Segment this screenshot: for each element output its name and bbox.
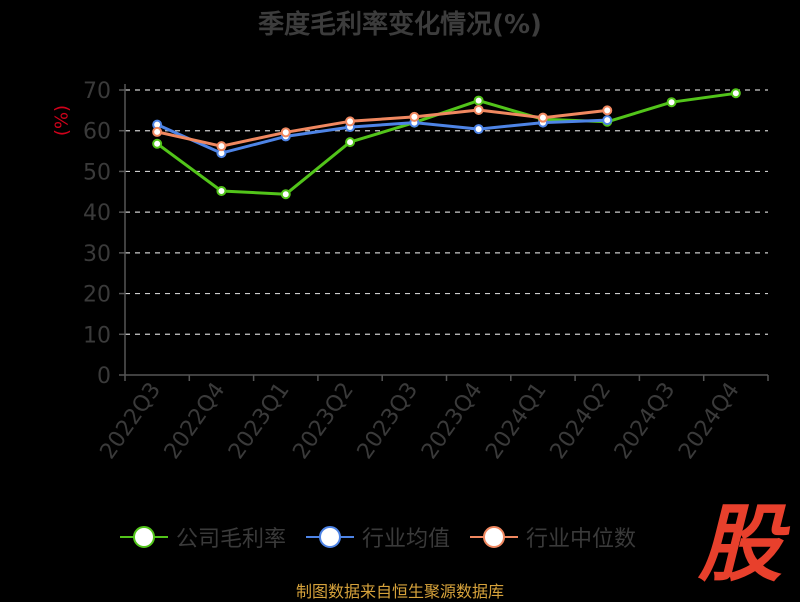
y-tick-label-70: 70	[83, 79, 111, 104]
legend-label-industry-median: 行业中位数	[526, 527, 637, 552]
point-industry_median-2023Q3[interactable]	[409, 111, 420, 122]
gridlines	[125, 89, 768, 335]
legend: 公司毛利率 行业均值 行业中位数	[120, 519, 636, 555]
x-tick-label-2024Q1: 2024Q1	[481, 378, 552, 464]
point-company-2024Q4[interactable]	[730, 88, 741, 99]
legend-label-industry-avg: 行业均值	[362, 527, 451, 552]
x-tick-label-2024Q3: 2024Q3	[610, 378, 681, 464]
point-industry_median-2024Q1[interactable]	[537, 112, 548, 123]
y-tick-label-20: 20	[83, 283, 111, 308]
point-company-2023Q2[interactable]	[345, 137, 356, 148]
point-industry_median-2023Q2[interactable]	[345, 116, 356, 127]
x-tick-label-2023Q3: 2023Q3	[353, 378, 424, 464]
point-company-2022Q4[interactable]	[216, 185, 227, 196]
y-tick-label-10: 10	[83, 323, 111, 348]
point-company-2022Q3[interactable]	[152, 138, 163, 149]
legend-label-company: 公司毛利率	[176, 527, 287, 552]
y-tick-label-0: 0	[97, 364, 111, 389]
x-tick-label-2022Q4: 2022Q4	[160, 378, 231, 464]
point-industry_avg-2024Q2[interactable]	[602, 115, 613, 126]
legend-marker-industry-median	[470, 526, 519, 548]
legend-item-industry-median[interactable]: 行业中位数	[470, 521, 636, 553]
legend-marker-industry-avg	[306, 526, 355, 548]
series-line-industry_median	[156, 108, 608, 148]
series-line-industry_avg	[156, 118, 608, 155]
point-industry_median-2022Q4[interactable]	[216, 141, 227, 152]
legend-item-company[interactable]: 公司毛利率	[120, 521, 286, 553]
x-tick-label-2023Q4: 2023Q4	[417, 378, 488, 464]
x-tick-label-2024Q4: 2024Q4	[674, 378, 745, 464]
source-note: 制图数据来自恒生聚源数据库	[295, 582, 504, 601]
series-company	[152, 88, 741, 200]
point-company-2024Q3[interactable]	[666, 97, 677, 108]
point-industry_median-2023Q1[interactable]	[280, 127, 291, 138]
series-line-company	[156, 91, 737, 196]
y-tick-label-60: 60	[83, 120, 111, 145]
point-industry_median-2023Q4[interactable]	[473, 104, 484, 115]
point-company-2023Q4[interactable]	[473, 95, 484, 106]
point-industry_avg-2023Q4[interactable]	[473, 124, 484, 135]
brand-logo: 股	[697, 494, 782, 593]
chart-title: 季度毛利率变化情况(%)	[258, 10, 542, 40]
series-industry_median	[152, 104, 613, 152]
x-tick-label-2023Q1: 2023Q1	[224, 378, 295, 464]
series	[152, 88, 741, 200]
point-industry_median-2022Q3[interactable]	[152, 126, 163, 137]
point-industry_median-2024Q2[interactable]	[602, 105, 613, 116]
x-tick-label-2022Q3: 2022Q3	[96, 378, 167, 464]
x-tick-label-2023Q2: 2023Q2	[288, 378, 359, 464]
legend-marker-company	[120, 526, 168, 548]
legend-item-industry-avg[interactable]: 行业均值	[306, 521, 450, 553]
point-company-2023Q1[interactable]	[280, 189, 291, 200]
y-tick-label-30: 30	[83, 242, 111, 267]
x-tick-label-2024Q2: 2024Q2	[546, 378, 617, 464]
y-tick-label-40: 40	[83, 201, 111, 226]
y-tick-label-50: 50	[83, 160, 111, 185]
